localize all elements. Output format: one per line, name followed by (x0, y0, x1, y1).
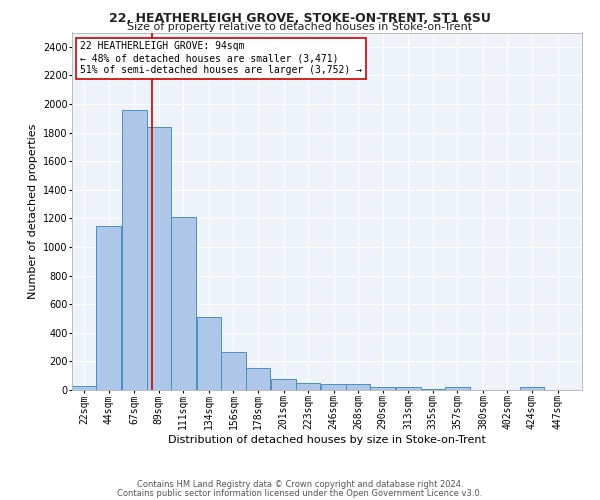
Bar (221, 352, 246, 390)
Text: Contains public sector information licensed under the Open Government Licence v3: Contains public sector information licen… (118, 488, 482, 498)
Bar (396, 387, 421, 390)
Bar (146, 127, 171, 390)
Bar (122, 110, 146, 390)
Bar (370, 387, 395, 390)
Text: 22, HEATHERLEIGH GROVE, STOKE-ON-TRENT, ST1 6SU: 22, HEATHERLEIGH GROVE, STOKE-ON-TRENT, … (109, 12, 491, 26)
Bar (197, 317, 221, 390)
Text: 22 HEATHERLEIGH GROVE: 94sqm
← 48% of detached houses are smaller (3,471)
51% of: 22 HEATHERLEIGH GROVE: 94sqm ← 48% of de… (80, 42, 362, 74)
Bar (72, 386, 97, 390)
Bar (97, 226, 121, 390)
Text: Size of property relative to detached houses in Stoke-on-Trent: Size of property relative to detached ho… (127, 22, 473, 32)
Y-axis label: Number of detached properties: Number of detached properties (28, 124, 38, 299)
Bar (271, 378, 296, 390)
Bar (246, 368, 270, 390)
Bar (445, 387, 470, 390)
Bar (520, 387, 544, 390)
Bar (322, 384, 346, 390)
X-axis label: Distribution of detached houses by size in Stoke-on-Trent: Distribution of detached houses by size … (168, 435, 486, 445)
Bar (346, 384, 370, 390)
Bar (296, 383, 320, 390)
Bar (171, 217, 196, 390)
Bar (421, 388, 445, 390)
Text: Contains HM Land Registry data © Crown copyright and database right 2024.: Contains HM Land Registry data © Crown c… (137, 480, 463, 489)
